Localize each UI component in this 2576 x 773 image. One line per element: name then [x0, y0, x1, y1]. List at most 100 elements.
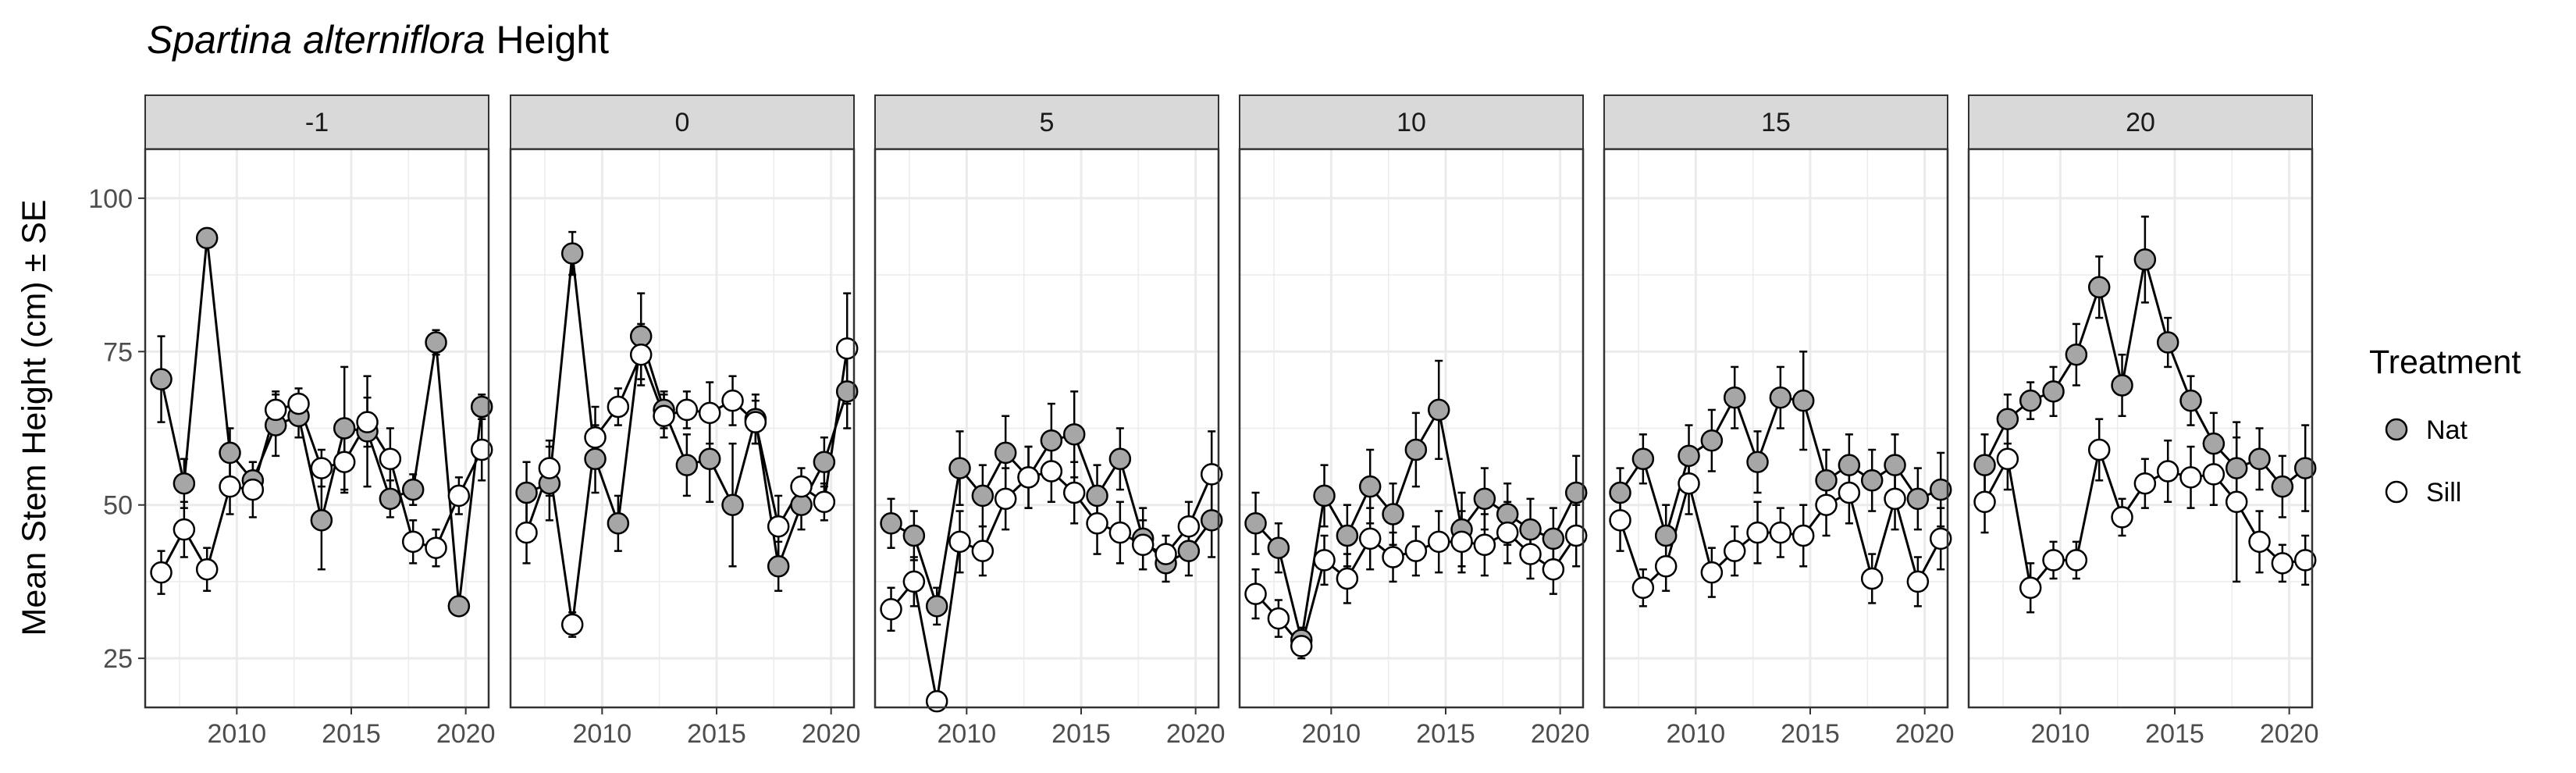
data-point-sill [1860, 567, 1884, 590]
data-point-sill [607, 395, 630, 419]
data-point-nat [219, 441, 241, 465]
legend-title: Treatment [2369, 344, 2521, 381]
data-point-sill [2133, 472, 2157, 495]
facet-panel-1: 0 2010 2015 2020 [509, 94, 860, 749]
data-point-sill [333, 451, 356, 473]
data-point-sill [744, 411, 767, 433]
data-point-sill [2065, 549, 2088, 572]
y-tick-label: 75 [103, 337, 133, 367]
data-point-sill [1244, 582, 1267, 605]
data-point-nat [1313, 484, 1336, 508]
data-point-sill [2248, 530, 2271, 554]
data-point-nat [1542, 527, 1565, 550]
y-tick-label: 100 [88, 184, 133, 214]
data-point-sill [1155, 543, 1177, 565]
x-tick-label: 2010 [573, 719, 632, 749]
data-point-nat [2248, 447, 2271, 471]
data-point-sill [1746, 521, 1769, 544]
data-point-sill [1654, 555, 1678, 578]
data-point-nat [994, 441, 1017, 465]
data-point-sill [1678, 472, 1700, 495]
data-point-nat [1815, 469, 1838, 492]
facet-panel-3: 10 2010 2015 2020 [1238, 94, 1590, 749]
data-point-sill [447, 484, 471, 508]
data-point-sill [629, 343, 653, 366]
facet-panel-4: 15 2010 2015 2020 [1603, 94, 1954, 749]
data-point-sill [2293, 549, 2317, 572]
data-point-nat [1609, 481, 1631, 504]
data-point-nat [1040, 429, 1063, 452]
data-point-sill [538, 457, 561, 479]
data-point-sill [1564, 524, 1588, 547]
data-point-nat [333, 417, 356, 440]
x-tick-label: 2010 [1302, 719, 1361, 749]
facet-strip-label: 10 [1397, 108, 1426, 137]
data-point-nat [767, 555, 790, 578]
facet-strip [510, 94, 855, 150]
data-point-sill [1700, 561, 1724, 584]
data-point-nat [2225, 457, 2248, 479]
x-tick-label: 2020 [1531, 719, 1590, 749]
data-point-sill [2156, 460, 2179, 483]
data-point-nat [1358, 475, 1382, 498]
facet-panel-5: 20 2010 2015 2020 [1967, 94, 2319, 749]
data-point-nat [2156, 331, 2179, 354]
data-point-nat [150, 368, 173, 390]
facet-strip [1603, 94, 1948, 150]
data-point-nat [2293, 457, 2317, 479]
data-point-sill [1838, 481, 1861, 504]
x-tick-label: 2020 [2260, 719, 2319, 749]
panel-border [144, 148, 490, 709]
data-point-sill [219, 475, 241, 498]
data-point-sill [1884, 487, 1906, 511]
legend-key-nat [2385, 418, 2408, 441]
x-tick-label: 2010 [1667, 719, 1726, 749]
facet-strip [1239, 94, 1584, 150]
chart-title: Spartina alterniflora Height [147, 18, 609, 62]
panel-border [873, 148, 1220, 709]
data-point-sill [675, 398, 699, 422]
data-point-nat [2065, 343, 2088, 366]
data-point-sill [1450, 530, 1473, 554]
data-point-nat [1929, 478, 1952, 501]
legend-label-sill: Sill [2426, 478, 2461, 508]
data-point-sill [902, 570, 926, 593]
data-point-sill [971, 540, 994, 562]
data-point-sill [1177, 515, 1201, 538]
data-point-sill [195, 557, 219, 581]
data-point-sill [1017, 466, 1040, 489]
data-point-nat [195, 226, 219, 250]
data-point-nat [1336, 524, 1359, 547]
data-point-sill [264, 398, 287, 422]
data-point-nat [1700, 429, 1724, 452]
panel-border [1603, 148, 1949, 709]
data-point-sill [698, 401, 721, 425]
data-point-sill [2225, 490, 2248, 514]
x-tick-label: 2010 [938, 719, 997, 749]
x-tick-label: 2015 [322, 719, 381, 749]
data-point-nat [2179, 389, 2202, 412]
data-point-nat [379, 487, 402, 511]
panel-border [1967, 148, 2314, 709]
facet-strip-label: -1 [305, 108, 329, 137]
data-point-sill [379, 447, 402, 471]
data-point-nat [515, 481, 538, 504]
data-point-nat [813, 451, 836, 473]
data-point-sill [925, 689, 948, 713]
data-point-nat [902, 524, 926, 547]
data-point-sill [1040, 460, 1063, 483]
data-point-nat [721, 493, 744, 516]
data-point-sill [1609, 509, 1631, 532]
data-point-sill [470, 438, 493, 461]
data-point-sill [1382, 546, 1404, 568]
data-point-nat [425, 331, 447, 354]
data-point-sill [813, 490, 836, 514]
facet-strip [144, 94, 489, 150]
panel-border [509, 148, 856, 709]
data-point-nat [1062, 423, 1086, 446]
data-point-nat [1177, 540, 1201, 562]
x-tick-label: 2015 [1051, 719, 1111, 749]
data-point-sill [1108, 521, 1132, 544]
